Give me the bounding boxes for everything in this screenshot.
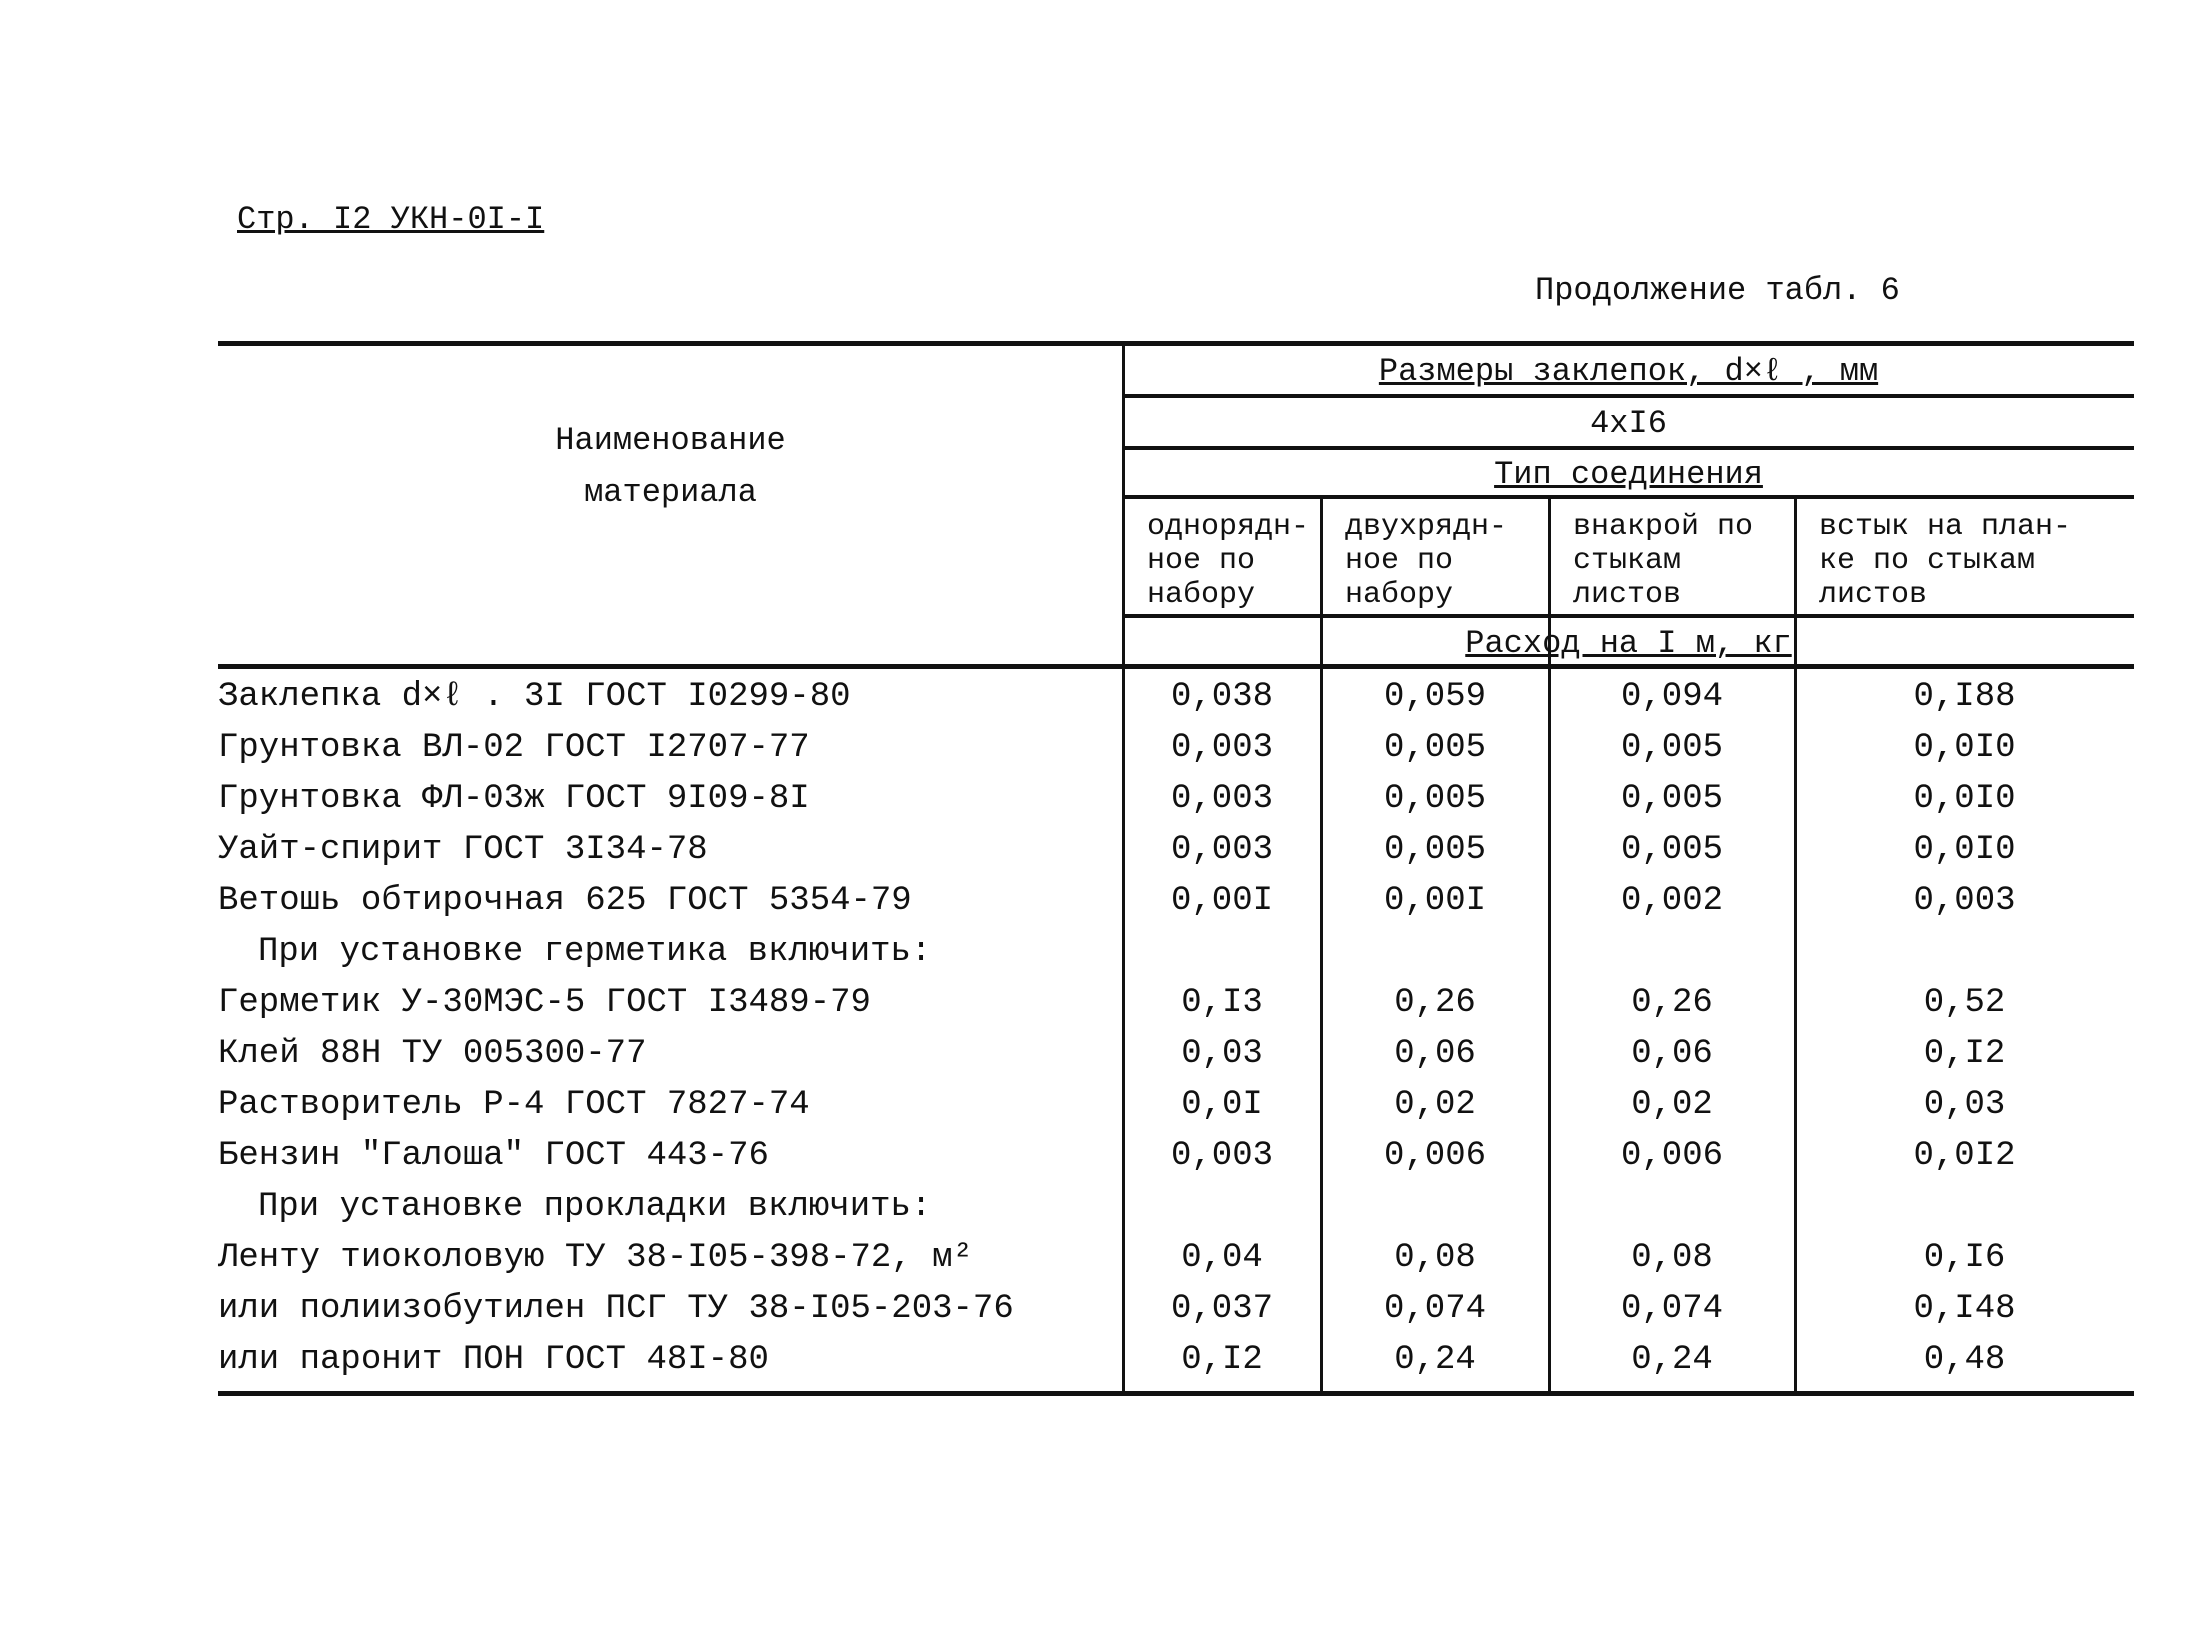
consumption-value: 0,I2 xyxy=(1923,1035,2006,1073)
table-caption: Продолжение табл. 6 xyxy=(1535,272,1900,309)
consumption-value: 0,24 xyxy=(1631,1341,1713,1379)
consumption-value: 0,005 xyxy=(1383,729,1487,767)
consumption-value: 0,005 xyxy=(1620,729,1724,767)
consumption-value: 0,006 xyxy=(1620,1137,1724,1175)
material-name: Ленту тиоколовую ТУ 38-I05-398-72, м² xyxy=(218,1239,973,1277)
material-name: Грунтовка ВЛ-02 ГОСТ I2707-77 xyxy=(218,729,810,767)
consumption-value: 0,08 xyxy=(1631,1239,1713,1277)
consumption-value: 0,005 xyxy=(1620,831,1724,869)
consumption-value: 0,03 xyxy=(1181,1035,1263,1073)
header-rule xyxy=(1123,495,2134,499)
material-name: Уайт-спирит ГОСТ 3I34-78 xyxy=(218,831,708,869)
header-rule xyxy=(1123,394,2134,398)
material-name: Ветошь обтирочная 625 ГОСТ 5354-79 xyxy=(218,882,912,920)
column-header: ное по xyxy=(1147,544,1256,578)
consumption-value: 0,00I xyxy=(1383,882,1487,920)
consumption-value: 0,006 xyxy=(1383,1137,1487,1175)
consumption-value: 0,0I0 xyxy=(1913,729,2016,767)
consumption-value: 0,I2 xyxy=(1181,1341,1263,1379)
material-name: Бензин "Галоша" ГОСТ 443-76 xyxy=(218,1137,769,1175)
consumption-value: 0,26 xyxy=(1631,984,1713,1022)
material-name: или полиизобутилен ПСГ ТУ 38-I05-203-76 xyxy=(218,1290,1014,1328)
consumption-value: 0,I88 xyxy=(1913,678,2016,716)
column-header: ке по стыкам xyxy=(1819,544,2036,578)
material-name: или паронит ПОН ГОСТ 48I-80 xyxy=(218,1341,769,1379)
column-header: ное по xyxy=(1345,544,1454,578)
consumption-value: 0,003 xyxy=(1170,831,1274,869)
column-header: листов xyxy=(1819,578,1928,612)
consumption-value: 0,003 xyxy=(1913,882,2016,920)
column-header: двухрядн- xyxy=(1345,510,1508,544)
consumption-value: 0,03 xyxy=(1923,1086,2006,1124)
column-header: встык на план- xyxy=(1819,510,2072,544)
size-value: 4xI6 xyxy=(1590,405,1667,442)
consumption-value: 0,0I0 xyxy=(1913,780,2016,818)
name-header: Наименование xyxy=(555,422,786,459)
consumption-value: 0,0I0 xyxy=(1913,831,2016,869)
consumption-value: 0,02 xyxy=(1631,1086,1713,1124)
consumption-value: 0,094 xyxy=(1620,678,1724,716)
consumption-value: 0,002 xyxy=(1620,882,1724,920)
material-name: Растворитель Р-4 ГОСТ 7827-74 xyxy=(218,1086,810,1124)
consumption-value: 0,005 xyxy=(1383,831,1487,869)
consumption-value: 0,003 xyxy=(1170,780,1274,818)
material-name: Грунтовка ФЛ-03ж ГОСТ 9I09-8I xyxy=(218,780,810,818)
consumption-value: 0,074 xyxy=(1383,1290,1487,1328)
consumption-value: 0,003 xyxy=(1170,729,1274,767)
table-top-rule xyxy=(218,341,2134,346)
consumption-value: 0,0I xyxy=(1181,1086,1263,1124)
consumption-value: 0,037 xyxy=(1170,1290,1274,1328)
name-header: материала xyxy=(584,474,757,511)
consumption-value: 0,074 xyxy=(1620,1290,1724,1328)
column-divider xyxy=(1122,343,1125,1393)
column-header: набору xyxy=(1147,578,1256,612)
consumption-value: 0,005 xyxy=(1383,780,1487,818)
column-header: внакрой по xyxy=(1573,510,1754,544)
section-label: При установке прокладки включить: xyxy=(258,1188,932,1226)
material-name: Заклепка d×ℓ . 3I ГОСТ I0299-80 xyxy=(218,678,851,716)
section-label: При установке герметика включить: xyxy=(258,933,932,971)
consumption-value: 0,I48 xyxy=(1913,1290,2016,1328)
consumption-value: 0,02 xyxy=(1394,1086,1476,1124)
consumption-value: 0,52 xyxy=(1923,984,2006,1022)
column-divider xyxy=(1548,496,1551,1393)
column-divider xyxy=(1320,496,1323,1393)
column-header: стыкам xyxy=(1573,544,1682,578)
consumption-value: 0,00I xyxy=(1170,882,1274,920)
column-divider xyxy=(1794,496,1797,1393)
consumption-value: 0,04 xyxy=(1181,1239,1263,1277)
material-name: Клей 88Н ТУ 005300-77 xyxy=(218,1035,647,1073)
column-header: листов xyxy=(1573,578,1682,612)
column-header: набору xyxy=(1345,578,1454,612)
consumption-value: 0,003 xyxy=(1170,1137,1274,1175)
consumption-value: 0,038 xyxy=(1170,678,1274,716)
consumption-value: 0,I6 xyxy=(1923,1239,2006,1277)
consumption-value: 0,059 xyxy=(1383,678,1487,716)
material-name: Герметик У-30МЭС-5 ГОСТ I3489-79 xyxy=(218,984,871,1022)
header-rule xyxy=(1123,614,2134,618)
unit-header: Расход на I м, кг xyxy=(1465,625,1792,662)
consumption-value: 0,06 xyxy=(1631,1035,1713,1073)
header-rule xyxy=(1123,446,2134,450)
consumption-value: 0,I3 xyxy=(1181,984,1263,1022)
consumption-value: 0,26 xyxy=(1394,984,1476,1022)
consumption-value: 0,08 xyxy=(1394,1239,1476,1277)
header-bottom-rule xyxy=(218,664,2134,669)
table-bottom-rule xyxy=(218,1391,2134,1396)
column-header: однорядн- xyxy=(1147,510,1310,544)
consumption-value: 0,48 xyxy=(1923,1341,2006,1379)
size-header: Размеры заклепок, d×ℓ , мм xyxy=(1378,353,1879,390)
page-ref: Стр. I2 УКН-0I-I xyxy=(237,201,545,238)
joint-header: Тип соединения xyxy=(1494,456,1763,493)
consumption-value: 0,0I2 xyxy=(1913,1137,2016,1175)
consumption-value: 0,06 xyxy=(1394,1035,1476,1073)
consumption-value: 0,005 xyxy=(1620,780,1724,818)
consumption-value: 0,24 xyxy=(1394,1341,1476,1379)
